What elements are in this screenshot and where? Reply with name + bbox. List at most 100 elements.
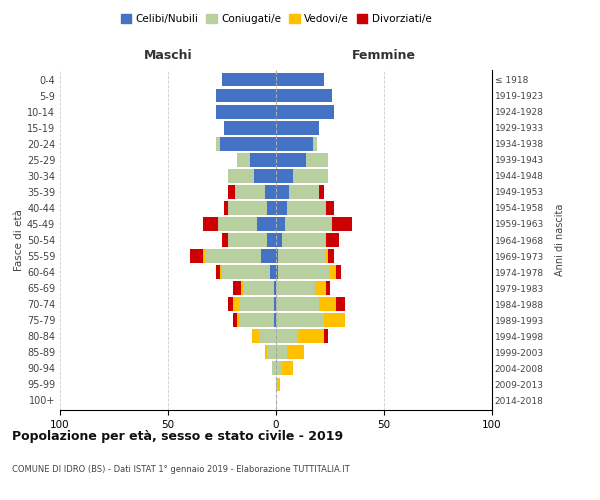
Bar: [218, 217, 257, 231]
Bar: [278, 249, 326, 263]
Y-axis label: Fasce di età: Fasce di età: [14, 209, 24, 271]
Bar: [205, 249, 261, 263]
Bar: [276, 217, 284, 231]
Bar: [235, 185, 265, 198]
Bar: [252, 330, 259, 343]
Bar: [328, 249, 334, 263]
Bar: [319, 185, 323, 198]
Bar: [278, 378, 280, 391]
Bar: [276, 105, 334, 118]
Bar: [276, 362, 283, 375]
Bar: [222, 233, 229, 247]
Bar: [330, 266, 337, 279]
Bar: [229, 298, 233, 311]
Bar: [244, 282, 274, 295]
Bar: [229, 233, 268, 247]
Bar: [215, 89, 276, 102]
Bar: [239, 298, 274, 311]
Legend: Celibi/Nubili, Coniugati/e, Vedovi/e, Divorziati/e: Celibi/Nubili, Coniugati/e, Vedovi/e, Di…: [116, 10, 436, 29]
Bar: [332, 217, 352, 231]
Bar: [229, 185, 235, 198]
Bar: [326, 282, 330, 295]
Bar: [229, 201, 268, 214]
Text: Femmine: Femmine: [352, 49, 416, 62]
Bar: [190, 249, 203, 263]
Bar: [229, 169, 254, 182]
Bar: [265, 185, 276, 198]
Bar: [276, 298, 319, 311]
Bar: [269, 266, 276, 279]
Bar: [254, 169, 276, 182]
Bar: [298, 330, 323, 343]
Bar: [268, 201, 276, 214]
Bar: [276, 137, 313, 150]
Bar: [284, 217, 332, 231]
Bar: [276, 314, 323, 327]
Bar: [274, 298, 276, 311]
Bar: [276, 249, 278, 263]
Bar: [274, 282, 276, 295]
Bar: [261, 249, 276, 263]
Text: COMUNE DI IDRO (BS) - Dati ISTAT 1° gennaio 2019 - Elaborazione TUTTITALIA.IT: COMUNE DI IDRO (BS) - Dati ISTAT 1° genn…: [12, 465, 350, 474]
Bar: [323, 330, 328, 343]
Bar: [287, 346, 304, 359]
Bar: [237, 153, 250, 166]
Bar: [241, 282, 244, 295]
Bar: [326, 249, 328, 263]
Bar: [276, 330, 298, 343]
Y-axis label: Anni di nascita: Anni di nascita: [555, 204, 565, 276]
Bar: [293, 169, 328, 182]
Bar: [276, 185, 289, 198]
Bar: [276, 378, 278, 391]
Bar: [306, 153, 328, 166]
Bar: [233, 314, 237, 327]
Bar: [326, 201, 334, 214]
Bar: [313, 137, 317, 150]
Bar: [276, 201, 287, 214]
Bar: [276, 282, 315, 295]
Bar: [272, 362, 276, 375]
Text: Maschi: Maschi: [143, 49, 193, 62]
Bar: [215, 266, 220, 279]
Bar: [203, 249, 205, 263]
Bar: [278, 266, 330, 279]
Bar: [220, 266, 222, 279]
Bar: [220, 137, 276, 150]
Bar: [283, 233, 326, 247]
Bar: [224, 201, 229, 214]
Bar: [276, 153, 306, 166]
Bar: [224, 121, 276, 134]
Bar: [337, 266, 341, 279]
Bar: [287, 201, 326, 214]
Bar: [203, 217, 218, 231]
Bar: [315, 282, 326, 295]
Bar: [239, 314, 274, 327]
Bar: [257, 217, 276, 231]
Bar: [276, 266, 278, 279]
Bar: [268, 346, 276, 359]
Bar: [326, 233, 338, 247]
Bar: [215, 137, 220, 150]
Bar: [265, 346, 268, 359]
Bar: [276, 89, 332, 102]
Bar: [274, 314, 276, 327]
Bar: [276, 121, 319, 134]
Bar: [250, 153, 276, 166]
Bar: [276, 73, 323, 86]
Bar: [237, 314, 239, 327]
Bar: [319, 298, 337, 311]
Bar: [323, 314, 345, 327]
Bar: [268, 233, 276, 247]
Bar: [222, 266, 269, 279]
Bar: [289, 185, 319, 198]
Bar: [337, 298, 345, 311]
Bar: [259, 330, 276, 343]
Text: Popolazione per età, sesso e stato civile - 2019: Popolazione per età, sesso e stato civil…: [12, 430, 343, 443]
Bar: [276, 233, 283, 247]
Bar: [222, 73, 276, 86]
Bar: [276, 169, 293, 182]
Bar: [215, 105, 276, 118]
Bar: [233, 298, 239, 311]
Bar: [283, 362, 293, 375]
Bar: [233, 282, 241, 295]
